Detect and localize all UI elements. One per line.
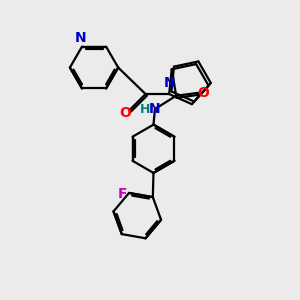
Text: O: O (197, 86, 209, 100)
Text: N: N (149, 102, 161, 116)
Text: N: N (75, 31, 86, 45)
Text: O: O (119, 106, 131, 120)
Text: H: H (140, 103, 150, 116)
Text: F: F (118, 188, 127, 201)
Text: N: N (163, 76, 175, 90)
